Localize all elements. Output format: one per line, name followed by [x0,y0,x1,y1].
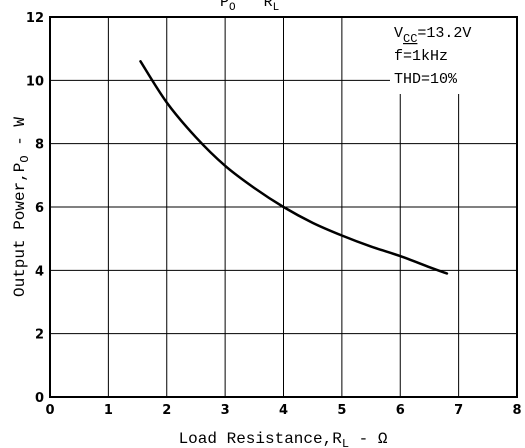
x-tick-labels: 0 1 2 3 4 5 6 7 8 [45,403,521,418]
y-axis-title-unit: - W [11,117,29,156]
x-tick-label: 8 [512,403,521,418]
cond-vcc-sub: CC [403,32,417,46]
x-tick-label: 6 [396,403,405,418]
y-tick-label: 4 [35,264,44,279]
x-tick-label: 0 [45,403,54,418]
title-l-sub: L [273,2,280,14]
x-axis-title-unit: - Ω [349,430,388,448]
cond-vcc-v: V [394,25,403,42]
cond-vcc-value: =13.2V [417,25,471,42]
x-tick-label: 3 [221,403,230,418]
x-tick-label: 4 [279,403,288,418]
title-r: R [264,0,273,11]
x-axis-title-main: Load Resistance,R [179,430,343,448]
condition-thd: THD=10% [394,71,458,88]
title-o-sub: O [229,2,236,14]
condition-frequency: f=1kHz [394,48,448,65]
x-tick-label: 7 [454,403,463,418]
y-tick-label: 2 [35,328,44,343]
y-axis-title-main: Output Power,P [11,163,29,297]
x-tick-label: 5 [337,403,346,418]
y-tick-label: 6 [35,201,44,216]
x-tick-label: 1 [104,403,113,418]
y-tick-label: 8 [35,138,44,153]
y-tick-label: 12 [26,11,44,26]
x-axis-title-sub: L [342,437,349,448]
x-tick-label: 2 [162,403,171,418]
y-axis-title: Output Power,PO - W [11,117,32,297]
y-tick-label: 10 [26,74,44,89]
chart-title-fragment: PO RL [220,0,279,14]
title-p: P [220,0,229,11]
y-axis-title-sub: O [18,155,32,162]
x-axis-title: Load Resistance,RL - Ω [179,430,388,448]
y-tick-label: 0 [35,391,44,406]
